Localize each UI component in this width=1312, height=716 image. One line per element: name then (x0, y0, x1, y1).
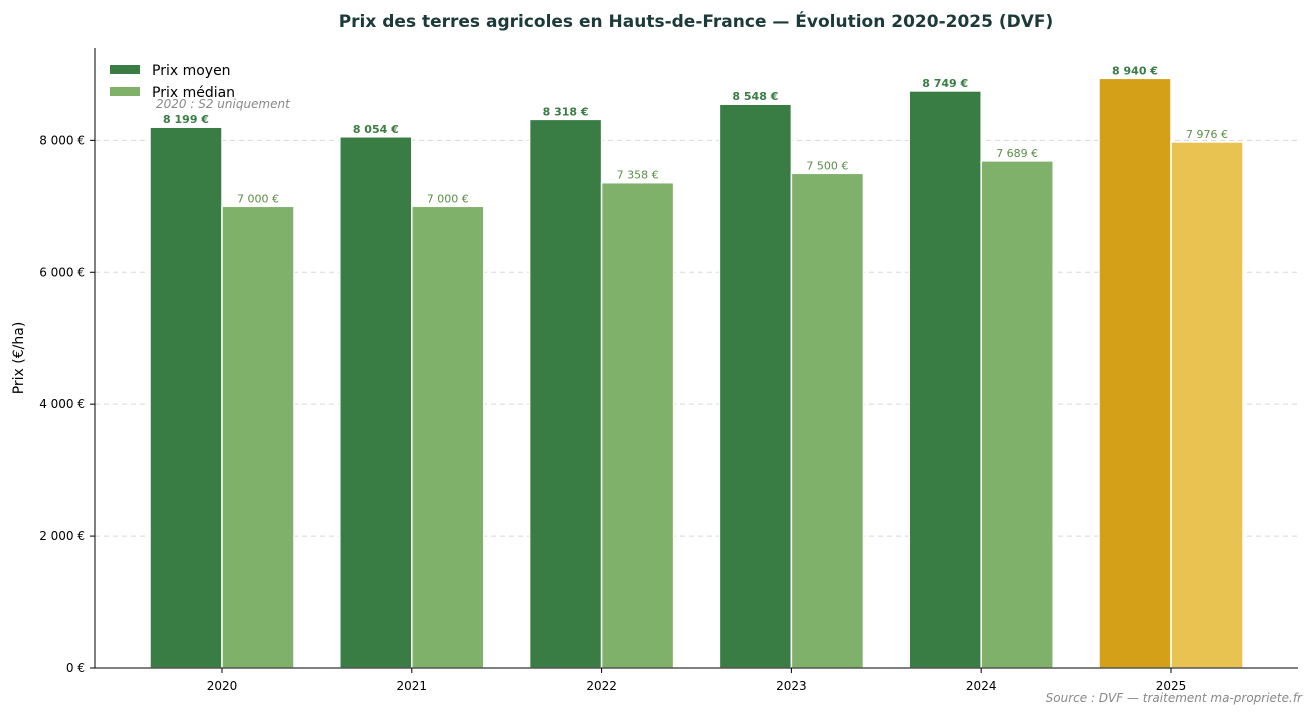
data-label-median-2020: 7 000 € (237, 192, 279, 205)
data-label-median-2024: 7 689 € (996, 147, 1038, 160)
y-tick-label: 6 000 € (39, 265, 85, 279)
data-label-mean-2023: 8 548 € (732, 90, 778, 103)
x-tick-label: 2020 (207, 679, 238, 693)
data-label-mean-2025: 8 940 € (1112, 64, 1158, 77)
y-tick-label: 2 000 € (39, 529, 85, 543)
y-ticks: 0 € 2 000 € 4 000 € 6 000 € 8 000 € (39, 133, 95, 675)
data-label-mean-2021: 8 054 € (353, 123, 399, 136)
legend-label-median: Prix médian (152, 85, 235, 101)
y-tick-label: 4 000 € (39, 397, 85, 411)
bar-mean-2022 (528, 118, 603, 669)
bar-mean-2020 (149, 126, 223, 669)
bar-median-2022 (600, 181, 675, 669)
x-tick-label: 2023 (776, 679, 807, 693)
legend-swatch-mean (110, 65, 140, 74)
data-label-median-2025: 7 976 € (1186, 128, 1228, 141)
bars (149, 77, 1244, 669)
bar-mean-2025 (1098, 77, 1172, 669)
bar-median-2021 (411, 205, 485, 669)
grid-lines (95, 139, 1298, 537)
source-note: Source : DVF — traitement ma-propriete.f… (1046, 691, 1303, 705)
bar-median-2020 (221, 205, 295, 669)
x-tick-label: 2021 (397, 679, 428, 693)
bar-median-2025 (1170, 141, 1244, 669)
y-tick-label: 0 € (66, 661, 85, 675)
data-label-median-2022: 7 358 € (617, 169, 659, 182)
legend-label-mean: Prix moyen (152, 63, 231, 79)
legend-swatch-median (110, 87, 140, 96)
data-label-mean-2024: 8 749 € (922, 77, 968, 90)
bar-mean-2023 (718, 103, 793, 669)
data-labels: 8 199 € 7 000 € 8 054 € 7 000 € 8 318 € 7 358… (163, 64, 1228, 205)
data-label-median-2023: 7 500 € (806, 159, 848, 172)
x-tick-label: 2022 (586, 679, 617, 693)
axes (94, 48, 1298, 669)
data-label-median-2021: 7 000 € (427, 192, 469, 205)
bar-mean-2021 (339, 136, 413, 669)
chart-title: Prix des terres agricoles en Hauts-de-Fr… (339, 10, 1054, 32)
x-ticks: 2020 2021 2022 2023 2024 2025 (207, 668, 1187, 693)
x-tick-label: 2024 (966, 679, 997, 693)
legend: Prix moyen Prix médian (110, 63, 235, 101)
bar-median-2023 (790, 172, 865, 669)
annotation-note: 2020 : S2 uniquement (156, 97, 291, 111)
bar-median-2024 (980, 160, 1054, 669)
bar-mean-2024 (908, 90, 982, 669)
x-tick-label: 2025 (1156, 679, 1187, 693)
y-axis-label: Prix (€/ha) (11, 322, 27, 395)
data-label-mean-2020: 8 199 € (163, 113, 209, 126)
y-tick-label: 8 000 € (39, 133, 85, 147)
data-label-mean-2022: 8 318 € (543, 105, 589, 118)
